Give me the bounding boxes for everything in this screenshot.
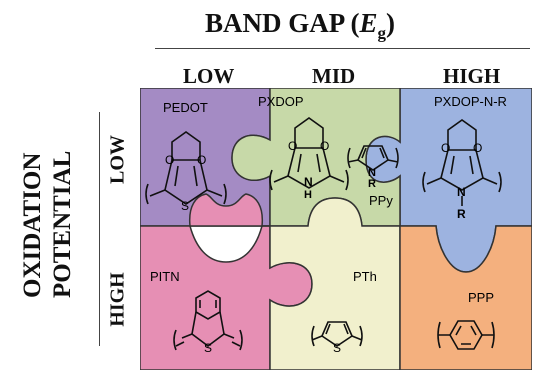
pitn-tab [188,193,264,227]
pxdop-label: PXDOP [258,94,304,109]
ppy-label: PPy [369,193,393,208]
column-label-low: LOW [183,64,235,88]
pedot-o2: O [197,153,206,167]
pxdopnr-structure [422,119,502,206]
pedot-o1: O [165,153,174,167]
ppy-r: R [368,178,376,190]
pitn-structure [173,290,243,351]
pth-s: S [333,341,341,355]
pedot-s: S [181,199,189,213]
pth-piece [262,197,401,370]
oxidation-divider [99,112,100,346]
ppy-structure [347,145,399,171]
pedot-label: PEDOT [163,100,208,115]
pth-label: PTh [353,269,377,284]
pxdop-o2: O [320,139,329,153]
column-label-high: HIGH [443,64,501,88]
pxdop-h: H [304,189,312,201]
pxdopnr-r: R [457,207,466,221]
band-gap-title: BAND GAP (Eg) [205,8,396,43]
ppp-label: PPP [468,290,494,305]
pxdopnr-o1: O [441,141,450,155]
pitn-s: S [204,341,212,355]
column-label-mid: MID [312,64,356,88]
band-gap-underline [155,48,530,49]
ppp-piece [399,225,532,370]
pxdopnr-label: PXDOP-N-R [434,94,507,109]
pth-structure [311,321,363,347]
pxdop-n: N [304,175,313,189]
ppp-structure [437,320,495,350]
pedot-structure [145,131,227,205]
pitn-label: PITN [150,269,180,284]
pxdopnr-n: N [457,185,466,199]
ppy-n: N [368,167,376,179]
pxdopnr-o2: O [473,141,482,155]
pxdop-structure [269,117,349,191]
pxdop-o1: O [288,139,297,153]
